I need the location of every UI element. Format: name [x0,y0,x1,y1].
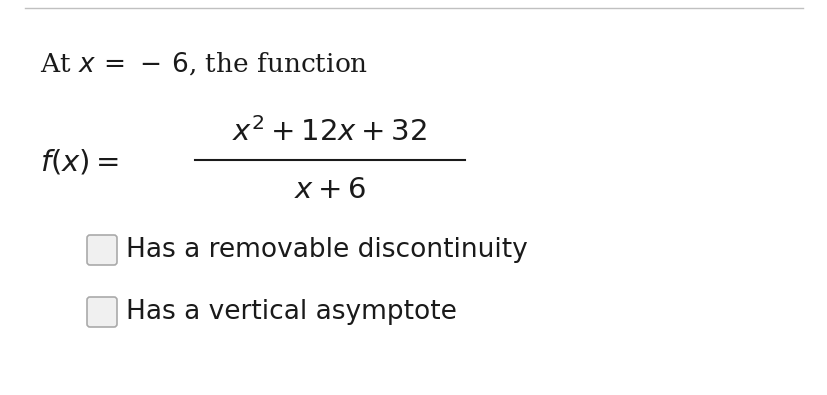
FancyBboxPatch shape [87,235,117,265]
Text: $x + 6$: $x + 6$ [294,176,366,204]
Text: Has a vertical asymptote: Has a vertical asymptote [126,299,457,325]
Text: At $x\,=\,-\,6$, the function: At $x\,=\,-\,6$, the function [40,50,368,77]
Text: $x^2 + 12x + 32$: $x^2 + 12x + 32$ [232,117,427,147]
Text: $f(x) =$: $f(x) =$ [40,147,119,177]
FancyBboxPatch shape [87,297,117,327]
Text: Has a removable discontinuity: Has a removable discontinuity [126,237,527,263]
